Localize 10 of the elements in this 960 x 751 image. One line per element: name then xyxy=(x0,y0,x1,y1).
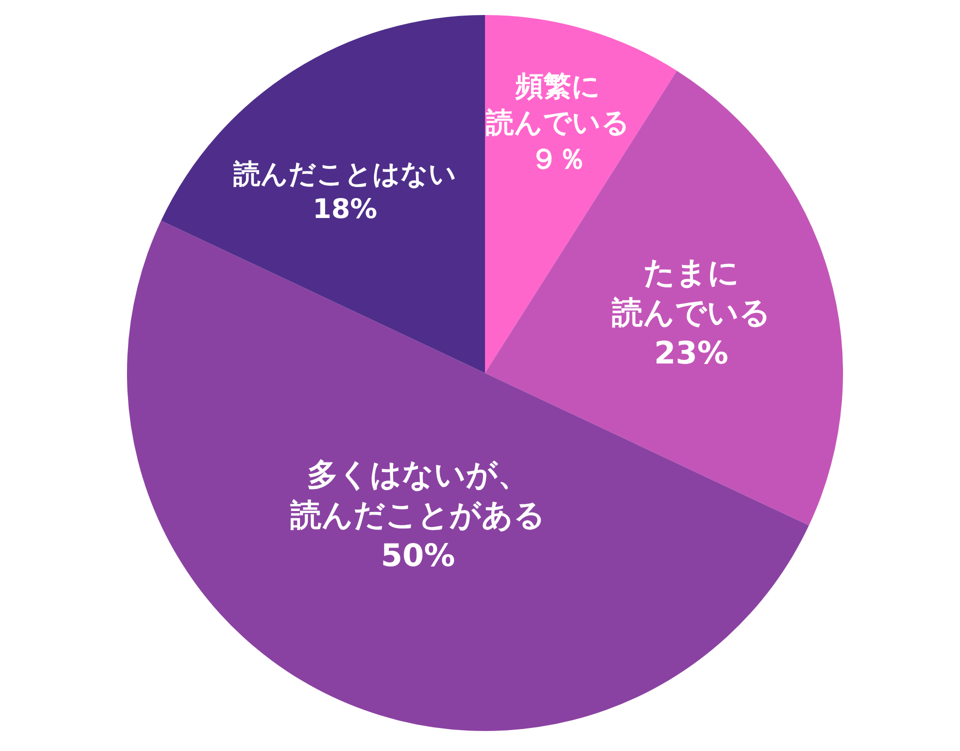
pie-slice xyxy=(161,15,485,373)
data-label: 23% xyxy=(654,335,728,372)
slice-label: 多くはないが、読んだことがある xyxy=(289,457,546,534)
data-label: ９％ xyxy=(530,142,586,175)
data-label: 50% xyxy=(380,538,456,574)
data-label: 18% xyxy=(312,194,378,225)
slice-label: たまに読んでいる xyxy=(610,254,771,332)
pie-slice xyxy=(128,220,809,731)
slice-label: 頻繁に読んでいる xyxy=(484,69,630,139)
slice-label: 読んだことはない xyxy=(232,158,456,190)
